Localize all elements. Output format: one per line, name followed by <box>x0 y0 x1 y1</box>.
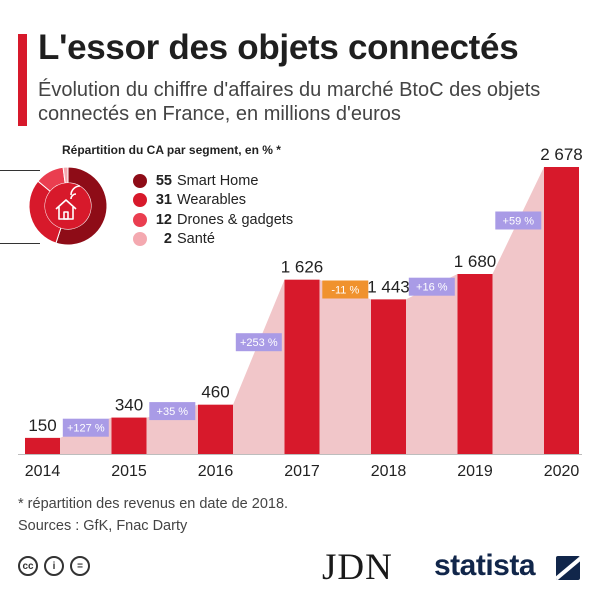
sources: Sources : GfK, Fnac Darty <box>18 518 188 534</box>
footnote: * répartition des revenus en date de 201… <box>18 496 289 512</box>
statista-logo: statista <box>434 549 536 582</box>
tick-label-2014: 2014 <box>25 463 61 480</box>
growth-badge-1 <box>62 418 109 437</box>
growth-label-3: +253 % <box>240 337 278 349</box>
signal-arc-small <box>70 193 77 200</box>
growth-label-6: +59 % <box>503 216 535 228</box>
growth-label-4: -11 % <box>331 285 359 297</box>
legend-item-sante: 2 Santé <box>133 230 293 250</box>
chart-subtitle: Évolution du chiffre d'affaires du march… <box>38 79 541 125</box>
legend-value: 2 <box>163 231 172 248</box>
value-label-2017: 1 626 <box>281 258 324 277</box>
tick-label-2017: 2017 <box>284 463 320 480</box>
signal-arc-large <box>70 185 81 196</box>
chart-title: L'essor des objets connectés <box>38 28 519 67</box>
attribution-icon: i <box>44 556 64 576</box>
growth-badge-4 <box>322 280 369 299</box>
value-label-2020: 2 678 <box>540 145 583 164</box>
title-accent-bar <box>18 34 27 126</box>
growth-label-5: +16 % <box>416 282 448 294</box>
pie-legend: 55 Smart Home 31 Wearables 12 Drones & g… <box>133 171 293 249</box>
statista-icon <box>556 556 580 580</box>
growth-badge-5 <box>408 277 455 296</box>
value-label-2018: 1 443 <box>367 277 410 296</box>
tick-label-2015: 2015 <box>111 463 147 480</box>
legend-value: 55 <box>155 172 172 189</box>
legend-label: Smart Home <box>177 172 259 189</box>
donut-center <box>45 183 91 229</box>
growth-badge-2 <box>149 402 196 421</box>
growth-badge-3 <box>235 333 282 352</box>
smart-home-icon <box>55 185 81 220</box>
growth-label-1: +127 % <box>67 423 105 435</box>
legend-value: 31 <box>155 192 172 209</box>
tick-label-2018: 2018 <box>371 463 407 480</box>
tick-label-2020: 2020 <box>544 463 580 480</box>
legend-label: Santé <box>177 231 215 248</box>
value-label-2014: 150 <box>28 416 56 435</box>
tick-label-2019: 2019 <box>457 463 493 480</box>
jdn-logo: JDN <box>322 547 393 588</box>
growth-badge-6 <box>495 211 542 230</box>
legend-swatch <box>133 212 147 227</box>
legend-swatch <box>133 173 147 188</box>
bar-2019 <box>457 274 493 454</box>
bar-2016 <box>198 404 233 454</box>
value-label-2015: 340 <box>115 396 143 415</box>
legend-item-wearables: 31 Wearables <box>133 191 293 211</box>
legend-swatch <box>133 193 147 208</box>
growth-label-2: +35 % <box>157 406 189 418</box>
bar-2020 <box>544 167 579 454</box>
value-label-2019: 1 680 <box>454 252 497 271</box>
bar-2014 <box>25 437 60 454</box>
bar-2018 <box>371 299 406 454</box>
no-derivatives-icon: = <box>70 556 90 576</box>
bar-2017 <box>284 279 320 454</box>
legend-item-smart-home: 55 Smart Home <box>133 171 293 191</box>
house-door <box>63 211 69 220</box>
legend-value: 12 <box>155 211 172 228</box>
legend-item-drones-gadgets: 12 Drones & gadgets <box>133 210 293 230</box>
creative-commons-icon: cc <box>18 556 38 576</box>
pie-title: Répartition du CA par segment, en % * <box>62 143 281 157</box>
value-label-2016: 460 <box>201 383 229 402</box>
bar-2015 <box>111 417 147 454</box>
legend-label: Wearables <box>177 192 247 209</box>
legend-label: Drones & gadgets <box>177 211 294 228</box>
legend-swatch <box>133 232 147 247</box>
tick-label-2016: 2016 <box>198 463 234 480</box>
